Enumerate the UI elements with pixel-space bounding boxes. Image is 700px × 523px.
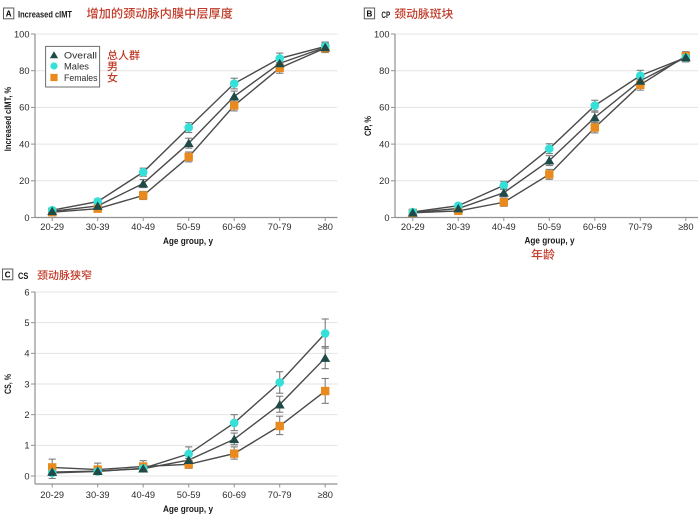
svg-text:20: 20 <box>19 176 29 186</box>
svg-text:Age group, y: Age group, y <box>163 236 214 247</box>
svg-text:40-49: 40-49 <box>492 222 516 232</box>
svg-text:30-39: 30-39 <box>86 490 110 500</box>
svg-text:70-79: 70-79 <box>628 222 652 232</box>
svg-text:20-29: 20-29 <box>401 222 425 232</box>
svg-text:4: 4 <box>24 349 29 359</box>
svg-text:Overall: Overall <box>64 50 97 60</box>
svg-text:≥80: ≥80 <box>317 222 332 232</box>
svg-text:60: 60 <box>379 103 389 113</box>
svg-text:CP, %: CP, % <box>363 116 374 136</box>
svg-text:40: 40 <box>379 139 389 149</box>
svg-text:Age group, y: Age group, y <box>525 236 576 247</box>
svg-text:0: 0 <box>24 213 29 223</box>
svg-text:Females: Females <box>64 73 98 83</box>
svg-text:5: 5 <box>24 318 29 328</box>
svg-text:0: 0 <box>384 213 389 223</box>
svg-text:100: 100 <box>14 29 30 39</box>
svg-text:6: 6 <box>24 287 29 297</box>
svg-text:Males: Males <box>64 61 89 71</box>
svg-text:CS, %: CS, % <box>3 374 14 394</box>
svg-text:≥80: ≥80 <box>678 222 693 232</box>
svg-text:1: 1 <box>24 441 29 451</box>
svg-text:CP: CP <box>381 10 390 21</box>
svg-text:80: 80 <box>19 66 29 76</box>
svg-text:50-59: 50-59 <box>177 490 201 500</box>
svg-text:C: C <box>5 271 11 280</box>
svg-text:20: 20 <box>379 176 389 186</box>
svg-text:20-29: 20-29 <box>40 222 64 232</box>
svg-text:30-39: 30-39 <box>86 222 110 232</box>
svg-text:80: 80 <box>379 66 389 76</box>
svg-text:20-29: 20-29 <box>40 490 64 500</box>
svg-text:2: 2 <box>24 410 29 420</box>
svg-text:≥80: ≥80 <box>317 490 332 500</box>
svg-text:50-59: 50-59 <box>537 222 561 232</box>
svg-text:Age group, y: Age group, y <box>163 504 214 515</box>
svg-text:30-39: 30-39 <box>446 222 470 232</box>
svg-text:CS: CS <box>18 271 28 282</box>
svg-text:B: B <box>367 10 373 19</box>
svg-text:Increased cIMT: Increased cIMT <box>18 10 72 21</box>
svg-text:40-49: 40-49 <box>131 222 155 232</box>
svg-text:3: 3 <box>24 379 29 389</box>
svg-text:70-79: 70-79 <box>268 222 292 232</box>
svg-text:60-69: 60-69 <box>222 490 246 500</box>
svg-text:70-79: 70-79 <box>268 490 292 500</box>
svg-text:40: 40 <box>19 139 29 149</box>
svg-text:60-69: 60-69 <box>222 222 246 232</box>
svg-text:40-49: 40-49 <box>131 490 155 500</box>
svg-text:A: A <box>6 10 12 19</box>
svg-text:60-69: 60-69 <box>583 222 607 232</box>
svg-text:100: 100 <box>374 29 390 39</box>
svg-text:Increased cIMT, %: Increased cIMT, % <box>3 86 14 151</box>
svg-text:0: 0 <box>24 471 29 481</box>
svg-text:50-59: 50-59 <box>177 222 201 232</box>
svg-text:60: 60 <box>19 103 29 113</box>
